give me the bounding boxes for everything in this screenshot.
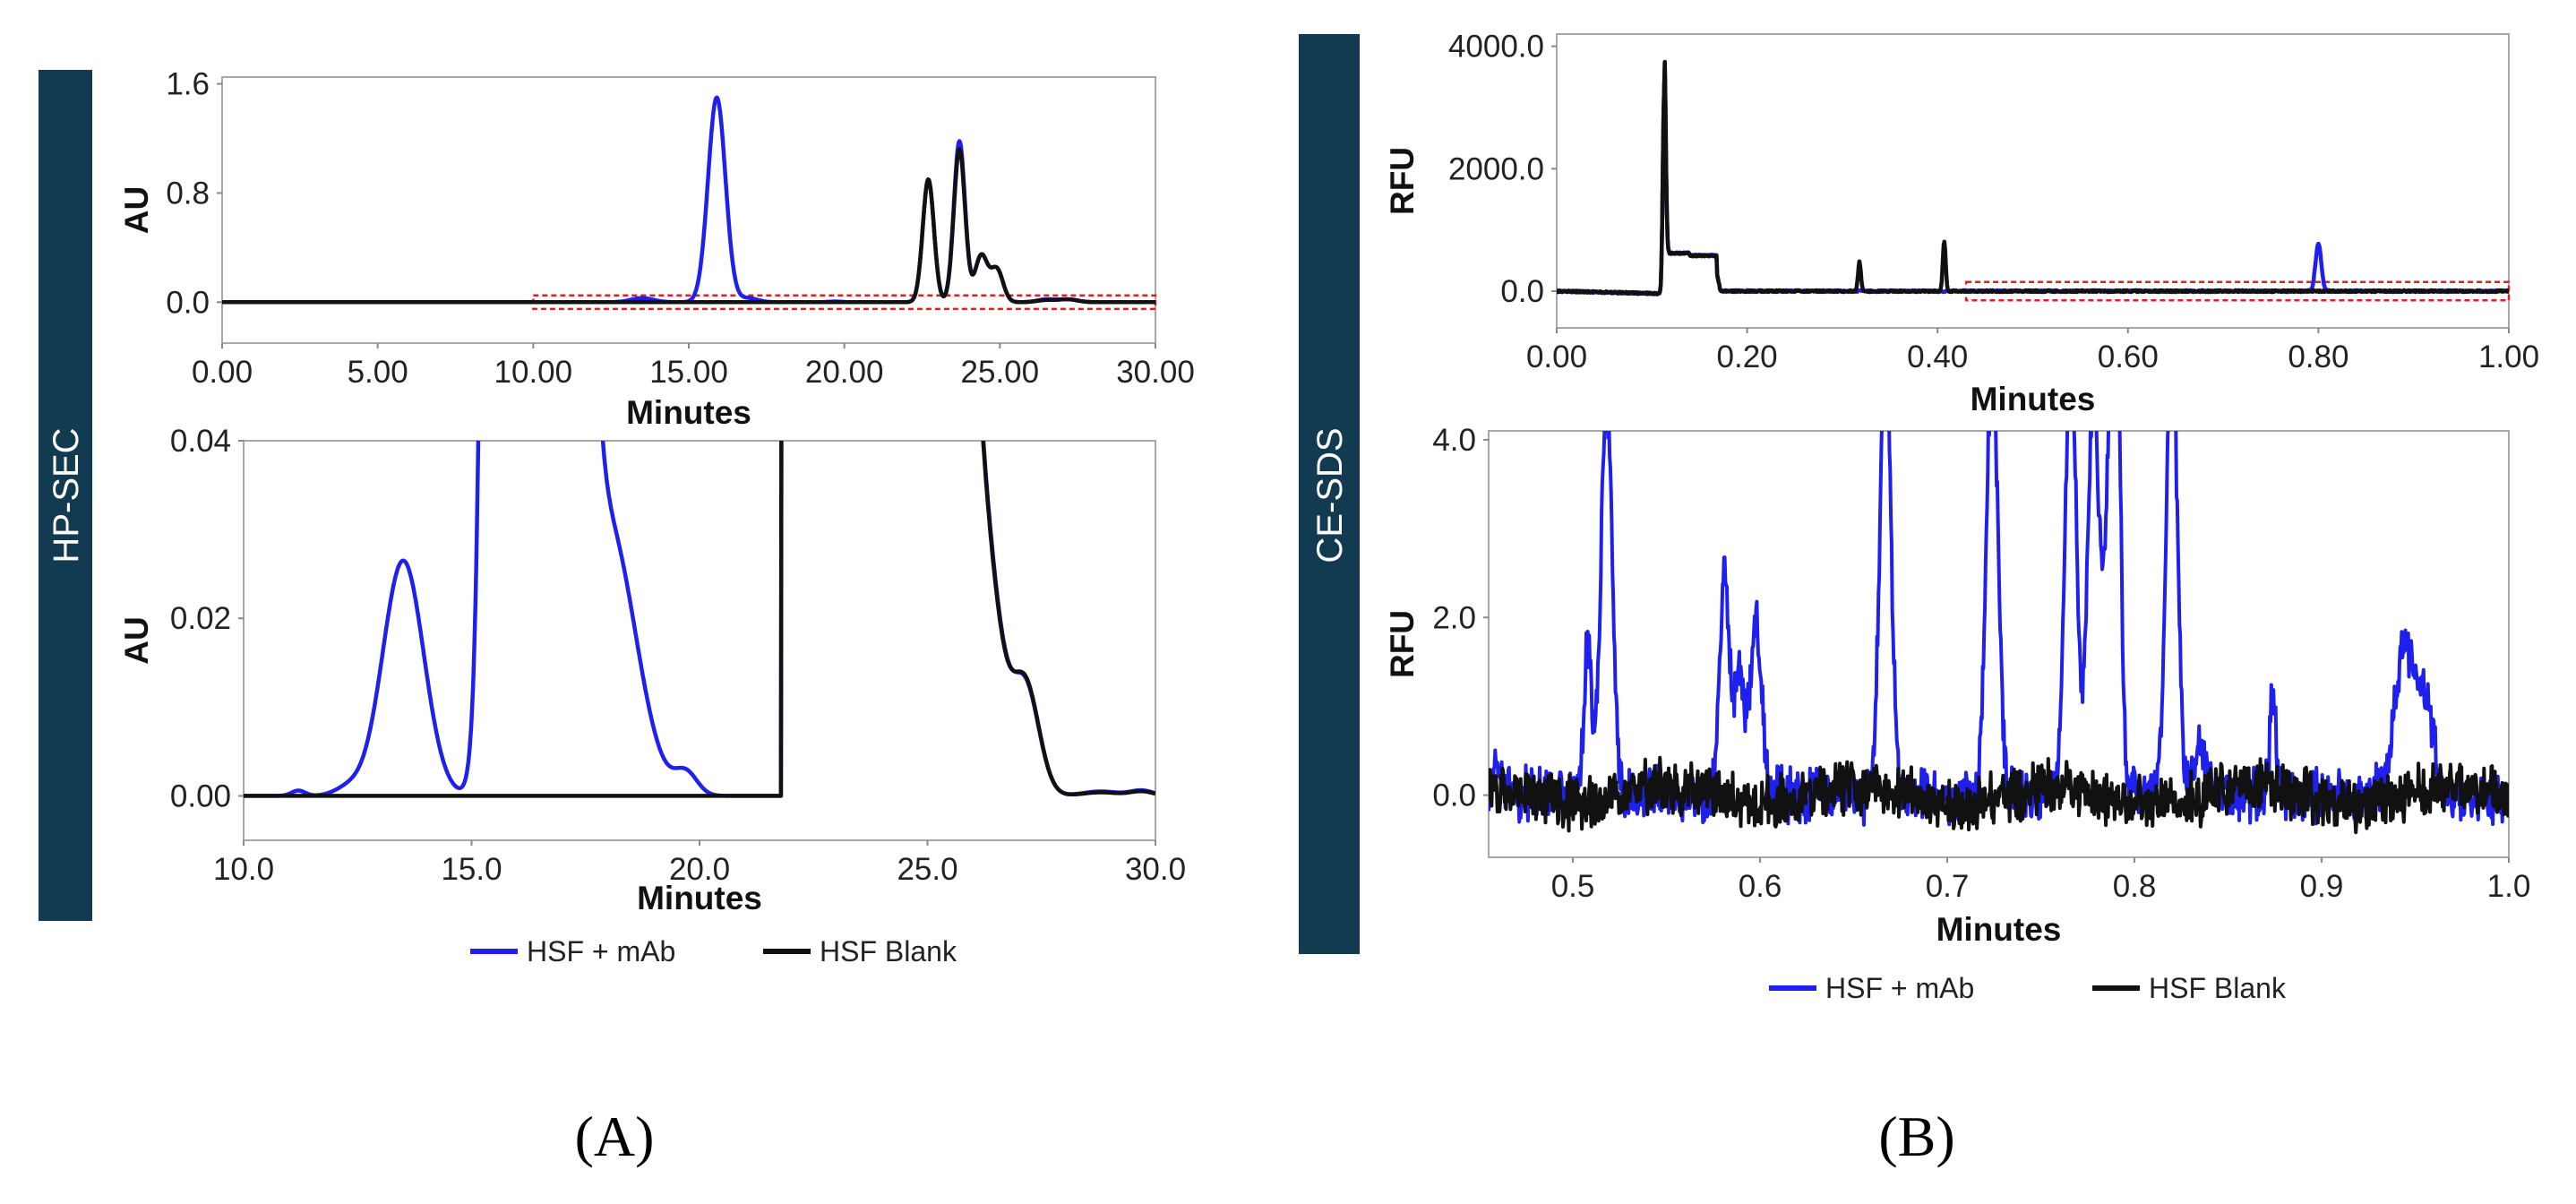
x-tick-label: 5.00 <box>348 355 408 390</box>
y-tick-label: 0.0 <box>1432 778 1476 813</box>
side-label-a: HP-SEC <box>47 427 86 563</box>
x-axis-label: Minutes <box>626 394 751 431</box>
x-axis-label: Minutes <box>1971 381 2096 417</box>
y-tick-label: 0.00 <box>170 778 231 813</box>
x-tick-label: 0.9 <box>2300 869 2344 904</box>
ce-sds-zoom-chart: 0.0 2.0 4.0 0.5 0.6 0.7 0.8 0.9 1.0 Minutes RFU <box>1384 423 2531 948</box>
x-axis-label: Minutes <box>637 880 762 916</box>
x-tick-label: 15.0 <box>441 852 502 887</box>
y-tick-label: 2.0 <box>1432 600 1476 635</box>
series-line-hsf-mab <box>1557 59 2509 297</box>
plot-frame <box>243 440 1156 841</box>
series-line-hsf-blank <box>222 147 1155 305</box>
x-tick-label: 0.80 <box>2288 340 2348 374</box>
x-tick-label: 0.6 <box>1739 869 1782 904</box>
y-axis-label: RFU <box>1384 147 1421 215</box>
series-line-hsf-blank <box>1557 59 2509 297</box>
y-tick-label: 0.0 <box>166 285 210 320</box>
x-tick-label: 25.0 <box>897 852 957 887</box>
x-tick-label: 10.0 <box>213 852 274 887</box>
x-tick-label: 15.00 <box>649 355 728 390</box>
y-tick-label: 2000.0 <box>1448 151 1544 186</box>
legend-a-label-blank: HSF Blank <box>820 935 957 968</box>
x-tick-label: 30.0 <box>1125 852 1186 887</box>
legend-b-label-blank: HSF Blank <box>2149 972 2287 1004</box>
plot-frame <box>1556 33 2510 329</box>
y-tick-label: 1.6 <box>166 67 210 102</box>
x-tick-label: 0.00 <box>1526 340 1587 374</box>
y-tick-label: 0.02 <box>170 601 231 636</box>
legend-b: HSF + mAb HSF Blank <box>1769 972 2287 1004</box>
x-tick-label: 25.00 <box>961 355 1040 390</box>
x-axis-label: Minutes <box>1936 911 2062 948</box>
y-tick-label: 4000.0 <box>1448 30 1544 64</box>
hp-sec-overview-chart: 0.0 0.8 1.6 0.00 5.00 10.00 15.00 20.00 25.00 30.… <box>118 67 1195 431</box>
series-line-hsf-mab <box>222 95 1155 305</box>
x-tick-label: 1.00 <box>2478 340 2539 374</box>
x-tick-label: 0.60 <box>2098 340 2159 374</box>
x-tick-label: 0.7 <box>1926 869 1970 904</box>
panel-label-a: (A) <box>575 1105 655 1168</box>
side-label-b: CE-SDS <box>1310 427 1350 563</box>
y-tick-label: 4.0 <box>1432 423 1476 458</box>
x-tick-label: 30.00 <box>1116 355 1195 390</box>
y-tick-label: 0.04 <box>170 424 231 459</box>
legend-a: HSF + mAb HSF Blank <box>470 935 957 968</box>
plot-frame <box>1488 430 2510 858</box>
side-bar-a <box>39 70 92 921</box>
x-tick-label: 10.00 <box>494 355 573 390</box>
x-tick-label: 20.0 <box>669 852 730 887</box>
panel-label-b: (B) <box>1878 1105 1954 1168</box>
x-tick-label: 0.5 <box>1551 869 1595 904</box>
y-axis-label: AU <box>118 186 155 234</box>
series-line-hsf-blank <box>1489 755 2509 835</box>
y-axis-label: RFU <box>1384 610 1421 678</box>
x-tick-label: 20.00 <box>805 355 884 390</box>
x-tick-label: 1.0 <box>2487 869 2531 904</box>
x-tick-label: 0.40 <box>1907 340 1968 374</box>
legend-b-label-mab: HSF + mAb <box>1825 972 1974 1004</box>
series-line-hsf-mab <box>1489 431 2509 827</box>
side-bar-b <box>1299 34 1360 954</box>
x-tick-label: 0.20 <box>1717 340 1778 374</box>
y-tick-label: 0.8 <box>166 176 210 211</box>
series-line-hsf-blank <box>244 441 1155 798</box>
hp-sec-zoom-chart: 0.00 0.02 0.04 10.0 15.0 20.0 25.0 30.0 Minutes A… <box>118 424 1186 916</box>
x-tick-label: 0.8 <box>2113 869 2157 904</box>
legend-a-label-mab: HSF + mAb <box>527 935 675 968</box>
y-tick-label: 0.0 <box>1500 274 1544 309</box>
ce-sds-overview-chart: 0.0 2000.0 4000.0 0.00 0.20 0.40 0.60 0.80 1.00 M… <box>1384 30 2539 417</box>
y-axis-label: AU <box>118 616 155 664</box>
x-tick-label: 0.00 <box>192 355 253 390</box>
